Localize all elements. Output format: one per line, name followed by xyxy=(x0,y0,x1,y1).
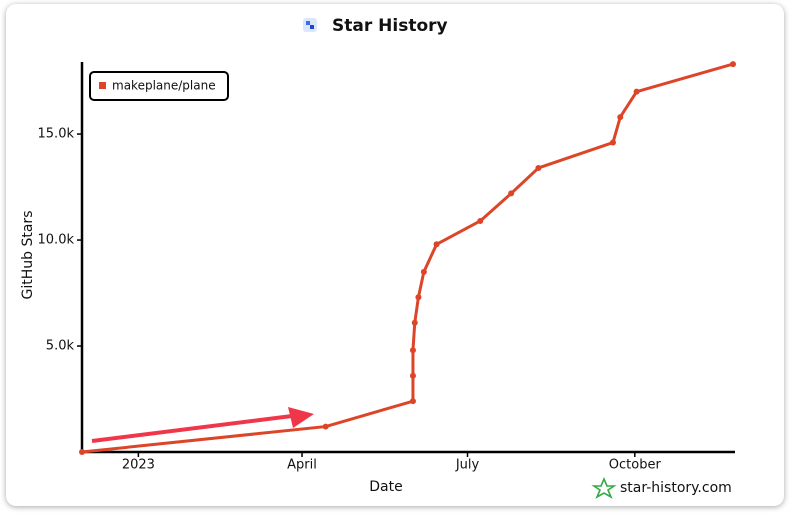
data-point xyxy=(477,217,484,224)
annotation-arrowhead xyxy=(288,407,314,428)
data-point xyxy=(322,423,329,430)
x-axis-label: Date xyxy=(369,479,402,495)
y-tick-label: 5.0k xyxy=(46,339,75,354)
legend-label: makeplane/plane xyxy=(112,79,216,93)
data-point xyxy=(409,398,416,405)
data-point xyxy=(633,88,640,95)
watermark: star-history.com xyxy=(620,480,732,496)
data-point xyxy=(409,372,416,379)
x-tick-label: October xyxy=(609,458,662,473)
data-point xyxy=(409,347,416,354)
y-axis-label: GitHub Stars xyxy=(20,211,36,300)
x-tick-label: 2023 xyxy=(122,458,155,473)
title-icon xyxy=(303,18,317,32)
data-point xyxy=(433,241,440,248)
x-tick-label: April xyxy=(287,458,317,473)
data-point xyxy=(730,61,736,68)
y-tick-label: 10.0k xyxy=(38,233,75,248)
watermark-logo xyxy=(591,476,617,499)
data-point xyxy=(508,190,515,197)
data-point xyxy=(420,268,427,275)
annotation-arrow xyxy=(91,414,293,443)
legend-swatch xyxy=(99,82,106,89)
data-point xyxy=(411,319,418,326)
data-point xyxy=(609,139,616,146)
data-point xyxy=(79,449,85,455)
y-tick-label: 15.0k xyxy=(38,127,75,142)
series-line xyxy=(80,62,735,454)
x-tick-label: July xyxy=(455,458,480,473)
data-point xyxy=(415,294,422,301)
data-point xyxy=(617,114,624,121)
chart-title: Star History xyxy=(332,16,448,36)
data-point xyxy=(535,164,542,171)
legend-box xyxy=(89,71,229,101)
